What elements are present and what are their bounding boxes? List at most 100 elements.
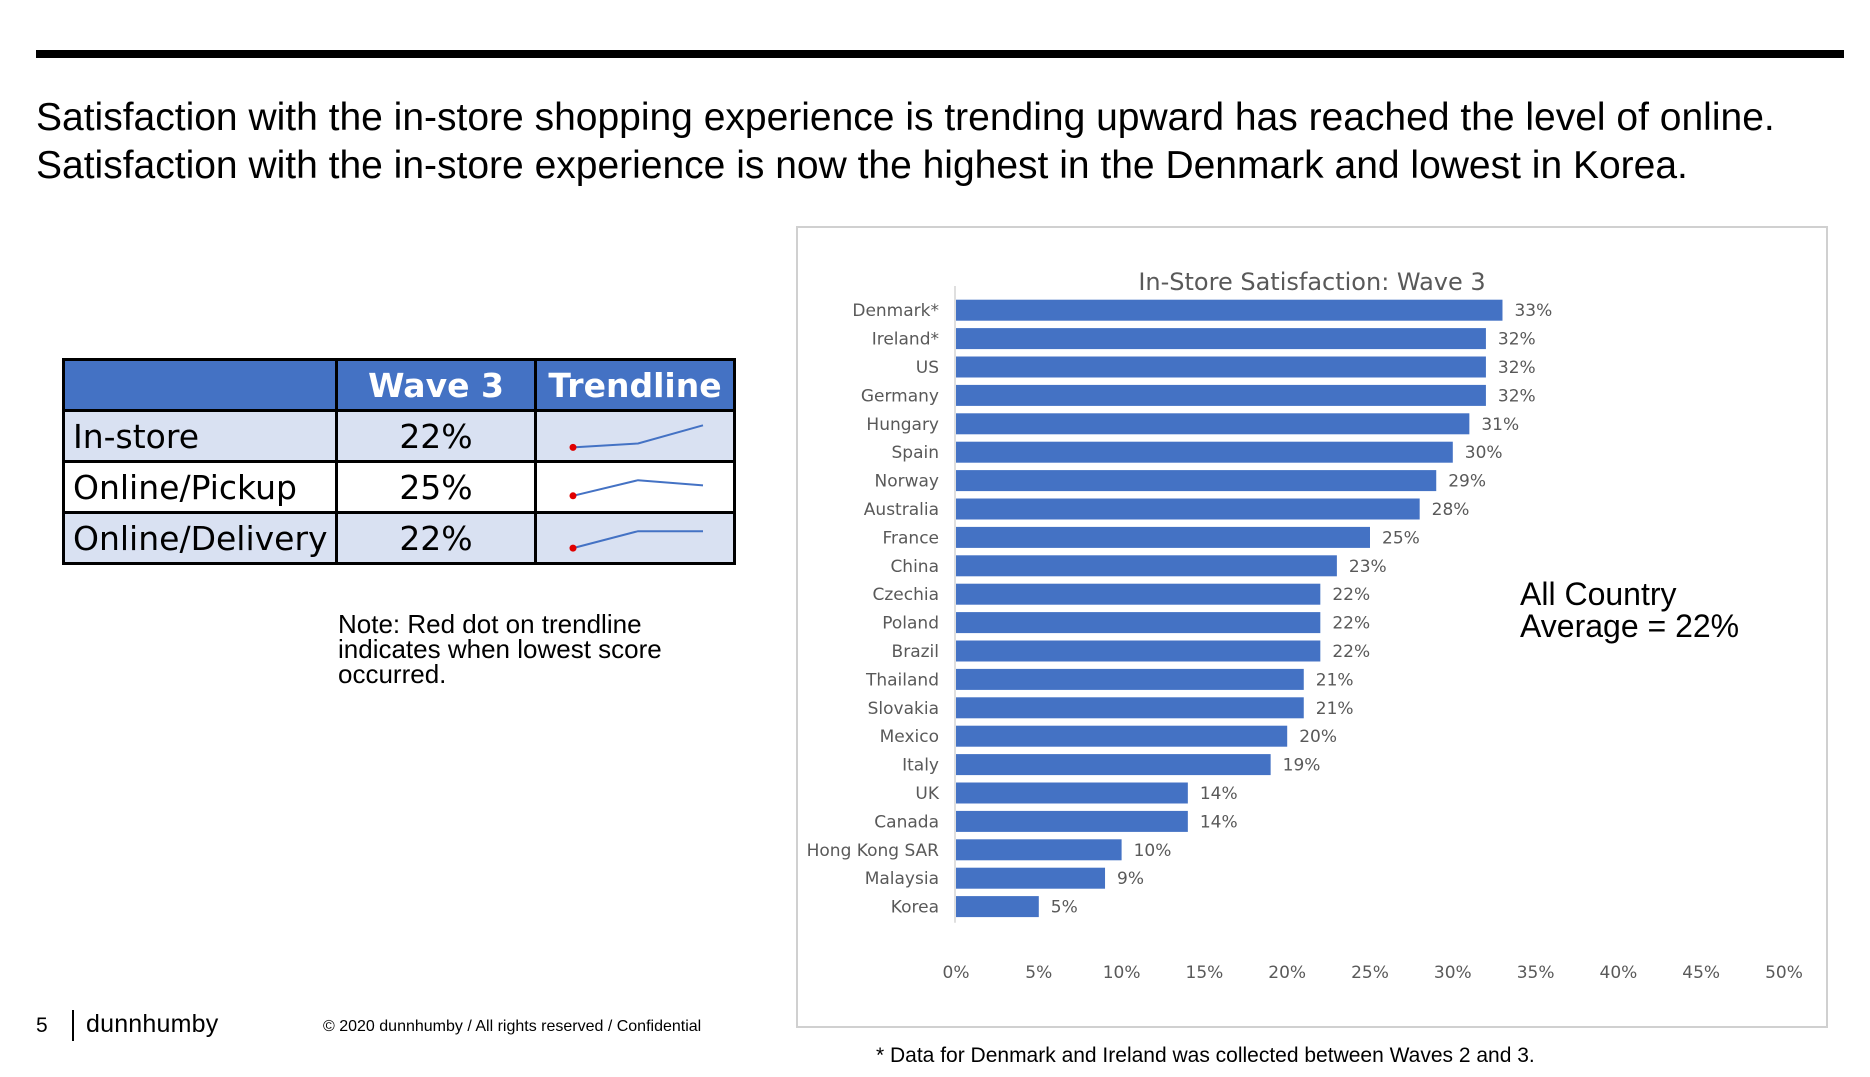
category-label: China <box>890 557 939 577</box>
sparkline <box>569 479 704 500</box>
x-tick-label: 40% <box>1600 963 1638 983</box>
category-label: US <box>916 358 939 378</box>
x-tick-label: 5% <box>1025 963 1052 983</box>
table-header-trendline: Trendline <box>534 358 736 412</box>
data-label: 33% <box>1514 301 1552 321</box>
headline-line-1: Satisfaction with the in-store shopping … <box>36 96 1775 139</box>
data-label: 20% <box>1299 727 1337 747</box>
data-label: 32% <box>1498 330 1536 350</box>
x-tick-label: 50% <box>1765 963 1803 983</box>
row-trendline <box>534 460 736 514</box>
x-tick-label: 10% <box>1103 963 1141 983</box>
bar <box>956 356 1486 378</box>
average-note-line-2: Average = 22% <box>1520 608 1740 644</box>
bar <box>956 867 1106 889</box>
bar <box>956 697 1304 719</box>
bar <box>956 782 1188 804</box>
category-label: Denmark* <box>852 301 939 321</box>
data-label: 19% <box>1283 756 1321 776</box>
data-label: 21% <box>1316 670 1354 690</box>
sparkline <box>569 530 703 552</box>
footnote: * Data for Denmark and Ireland was colle… <box>876 1044 1535 1067</box>
category-label: Hong Kong SAR <box>807 841 940 861</box>
table-header-wave: Wave 3 <box>335 358 537 412</box>
bar <box>956 896 1039 918</box>
category-label: Norway <box>875 472 940 492</box>
data-label: 29% <box>1448 472 1486 492</box>
bar <box>956 668 1304 690</box>
x-tick-label: 0% <box>943 963 970 983</box>
category-label: Poland <box>882 614 939 634</box>
category-label: Czechia <box>872 585 939 605</box>
row-trendline <box>534 511 736 565</box>
bar <box>956 640 1321 662</box>
category-label: Malaysia <box>865 869 939 889</box>
bar <box>956 441 1453 463</box>
bar <box>956 328 1486 350</box>
data-label: 22% <box>1332 585 1370 605</box>
headline-line-2: Satisfaction with the in-store experienc… <box>36 144 1688 187</box>
x-tick-label: 35% <box>1517 963 1555 983</box>
row-label: Online/Pickup <box>62 460 338 514</box>
data-label: 14% <box>1200 812 1238 832</box>
category-label: Brazil <box>892 642 939 662</box>
category-label: Slovakia <box>868 699 939 719</box>
table-header-blank <box>62 358 338 412</box>
category-label: Italy <box>902 756 939 776</box>
bar <box>956 725 1288 747</box>
x-tick-label: 45% <box>1682 963 1720 983</box>
sparkline-path <box>572 530 703 550</box>
category-label: Germany <box>861 386 939 406</box>
average-note-line-1: All Country <box>1520 576 1677 612</box>
data-label: 21% <box>1316 699 1354 719</box>
table-row: In-store 22% <box>62 409 736 463</box>
category-label: UK <box>915 784 939 804</box>
bar <box>956 526 1370 548</box>
bar-chart: In-Store Satisfaction: Wave 3 Denmark* 33… <box>807 268 1803 983</box>
lowest-point-dot <box>569 443 577 451</box>
trendline-note: Note: Red dot on trendline indicates whe… <box>338 609 718 689</box>
note-line-1: Note: Red dot on trendline <box>338 609 642 639</box>
x-tick-label: 25% <box>1351 963 1389 983</box>
bar <box>956 810 1188 832</box>
bar <box>956 299 1503 321</box>
slide-headline: Satisfaction with the in-store shopping … <box>36 94 1856 190</box>
data-label: 25% <box>1382 528 1420 548</box>
data-label: 22% <box>1332 614 1370 634</box>
category-label: Australia <box>864 500 939 520</box>
bar <box>956 498 1420 520</box>
data-label: 32% <box>1498 358 1536 378</box>
category-label: Korea <box>891 898 939 918</box>
chart-title: In-Store Satisfaction: Wave 3 <box>1138 268 1485 296</box>
data-label: 30% <box>1465 443 1503 463</box>
x-tick-label: 15% <box>1186 963 1224 983</box>
bar <box>956 612 1321 634</box>
bar <box>956 470 1437 492</box>
bar <box>956 754 1271 776</box>
note-line-2: indicates when lowest score <box>338 634 662 664</box>
data-label: 22% <box>1332 642 1370 662</box>
sparkline-path <box>572 424 704 449</box>
bar <box>956 555 1337 577</box>
data-label: 28% <box>1432 500 1470 520</box>
page-number: 5 <box>36 1014 48 1037</box>
row-label: In-store <box>62 409 338 463</box>
table-header-row: Wave 3 Trendline <box>62 358 736 412</box>
summary-table: Wave 3 Trendline In-store 22% Online/Pic… <box>62 358 736 565</box>
data-label: 9% <box>1117 869 1144 889</box>
category-label: France <box>882 528 939 548</box>
row-value: 22% <box>335 409 537 463</box>
bar <box>956 413 1470 435</box>
bar <box>956 583 1321 605</box>
row-trendline <box>534 409 736 463</box>
data-label: 10% <box>1134 841 1172 861</box>
x-tick-label: 30% <box>1434 963 1472 983</box>
table-row: Online/Pickup 25% <box>62 460 736 514</box>
note-line-3: occurred. <box>338 659 447 689</box>
copyright-text: © 2020 dunnhumby / All rights reserved /… <box>323 1018 702 1035</box>
category-label: Mexico <box>880 727 939 747</box>
lowest-point-dot <box>569 544 577 552</box>
category-label: Canada <box>874 812 939 832</box>
category-label: Ireland* <box>872 330 939 350</box>
row-value: 22% <box>335 511 537 565</box>
